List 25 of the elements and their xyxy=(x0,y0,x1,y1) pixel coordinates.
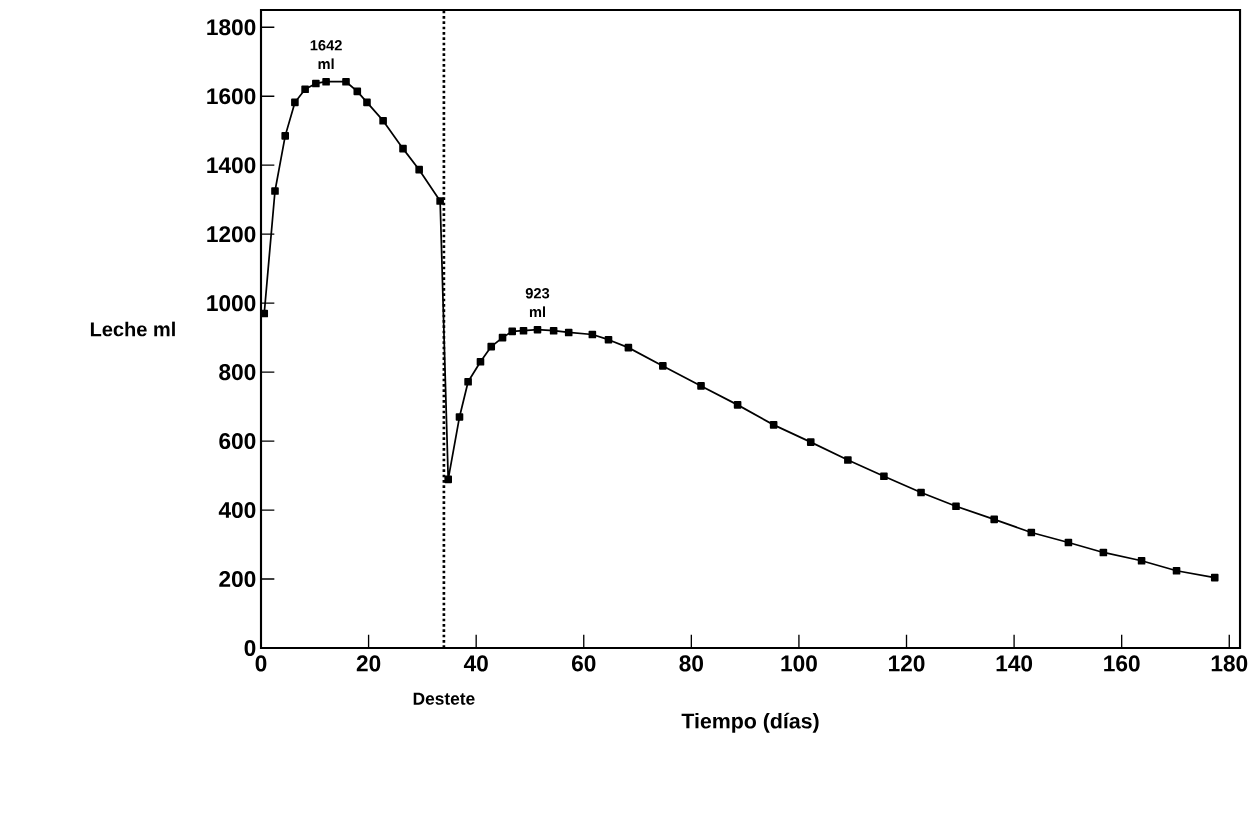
y-tick-label: 200 xyxy=(219,571,256,588)
x-tick-label: 160 xyxy=(1104,655,1140,672)
x-tick-label: 80 xyxy=(679,655,704,672)
y-tick-label: 0 xyxy=(244,639,256,657)
y-tick-label: 1000 xyxy=(207,295,256,312)
y-tick-label: 1600 xyxy=(207,88,256,105)
annotation: 1642 ml xyxy=(310,40,342,70)
x-axis-title: Tiempo (días) xyxy=(681,712,819,733)
y-tick-label: 600 xyxy=(219,433,256,450)
annotation: 923 ml xyxy=(525,288,550,317)
ref-line-label: Destete xyxy=(413,692,475,705)
x-tick-label: 60 xyxy=(571,655,596,672)
x-tick-label: 140 xyxy=(996,655,1033,672)
y-tick-label: 400 xyxy=(218,502,256,519)
y-axis-title: Leche ml xyxy=(90,321,175,337)
x-tick-label: 40 xyxy=(463,655,488,672)
y-tick-label: 1200 xyxy=(207,226,256,243)
x-tick-label: 20 xyxy=(356,655,381,672)
x-tick-label: 120 xyxy=(889,655,925,672)
y-tick-label: 800 xyxy=(219,364,256,381)
x-tick-label: 100 xyxy=(781,655,817,672)
y-tick-label: 1400 xyxy=(207,157,256,174)
y-tick-label: 1800 xyxy=(207,19,256,36)
x-tick-label: 0 xyxy=(255,655,267,672)
x-tick-label: 180 xyxy=(1211,655,1248,672)
